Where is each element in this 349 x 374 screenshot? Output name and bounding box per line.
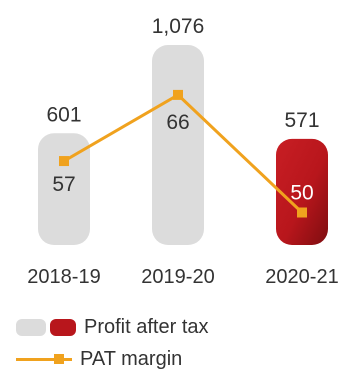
legend-label-margin: PAT margin bbox=[80, 348, 182, 371]
bar-label-2020-21: 571 bbox=[284, 109, 319, 132]
bar-2019-20 bbox=[152, 45, 204, 245]
legend-swatch-grey bbox=[16, 319, 46, 336]
line-label-2020-21: 50 bbox=[290, 182, 313, 205]
bar-label-2019-20: 1,076 bbox=[152, 15, 205, 38]
pat-chart: 601 1,076 571 57 66 50 2018-19 2019-20 2020-21 bbox=[0, 0, 349, 300]
legend-item-profit: Profit after tax bbox=[16, 313, 346, 341]
x-label-2020-21: 2020-21 bbox=[265, 266, 338, 288]
x-label-2019-20: 2019-20 bbox=[141, 266, 214, 288]
line-label-2018-19: 57 bbox=[52, 173, 75, 196]
x-label-2018-19: 2018-19 bbox=[27, 266, 100, 288]
bar-label-2018-19: 601 bbox=[46, 103, 81, 126]
legend-line-swatch bbox=[16, 349, 72, 369]
line-point-2018-19 bbox=[59, 156, 69, 166]
legend-label-profit: Profit after tax bbox=[84, 316, 209, 339]
legend-item-margin: PAT margin bbox=[16, 345, 346, 373]
line-point-2019-20 bbox=[173, 90, 183, 100]
bar-series bbox=[38, 45, 328, 245]
x-axis-labels: 2018-19 2019-20 2020-21 bbox=[27, 266, 338, 288]
line-label-2019-20: 66 bbox=[166, 111, 189, 134]
legend-swatch-red bbox=[50, 319, 76, 336]
line-point-2020-21 bbox=[297, 208, 307, 218]
